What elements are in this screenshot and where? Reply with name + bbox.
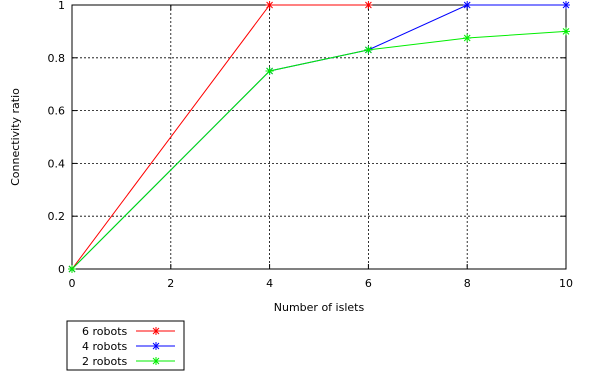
grid bbox=[72, 5, 566, 269]
x-axis-label: Number of islets bbox=[274, 301, 365, 314]
data-point-2-robots bbox=[265, 67, 274, 75]
legend-label: 4 robots bbox=[82, 340, 128, 353]
x-tick-label: 0 bbox=[69, 277, 76, 290]
series-line-2-robots bbox=[71, 30, 567, 270]
y-tick-label: 1 bbox=[58, 0, 65, 12]
legend-marker bbox=[152, 327, 160, 335]
x-tick-label: 6 bbox=[365, 277, 372, 290]
y-tick-label: 0.6 bbox=[48, 105, 66, 118]
legend-label: 6 robots bbox=[82, 325, 128, 338]
x-tick-label: 4 bbox=[266, 277, 273, 290]
data-point-6-robots bbox=[364, 1, 373, 9]
plot-area bbox=[71, 4, 567, 270]
data-point-6-robots bbox=[265, 1, 274, 9]
x-tick-label: 2 bbox=[167, 277, 174, 290]
x-tick-label: 10 bbox=[559, 277, 573, 290]
legend-marker bbox=[152, 357, 160, 365]
x-tick-label: 8 bbox=[464, 277, 471, 290]
data-point-4-robots bbox=[562, 1, 570, 9]
axis-ticks: 0 2 4 6 8 10 0 0.2 0.4 0.6 0.8 1 bbox=[48, 0, 574, 290]
legend-label: 2 robots bbox=[82, 355, 128, 368]
data-point-2-robots bbox=[68, 265, 76, 273]
legend-marker bbox=[152, 342, 160, 350]
y-tick-label: 0.4 bbox=[48, 157, 66, 170]
data-point-4-robots bbox=[463, 1, 472, 9]
y-tick-label: 0 bbox=[58, 263, 65, 276]
series-line-6-robots bbox=[71, 4, 369, 270]
y-tick-label: 0.2 bbox=[48, 210, 66, 223]
y-axis-label: Connectivity ratio bbox=[9, 88, 22, 186]
data-point-2-robots bbox=[463, 34, 472, 42]
data-point-2-robots bbox=[364, 45, 373, 54]
y-tick-label: 0.8 bbox=[48, 52, 66, 65]
series-lines bbox=[68, 1, 570, 273]
data-point-2-robots bbox=[562, 27, 570, 36]
series-line-4-robots bbox=[71, 4, 566, 270]
legend: 6 robots 4 robots 2 robots bbox=[66, 320, 185, 371]
